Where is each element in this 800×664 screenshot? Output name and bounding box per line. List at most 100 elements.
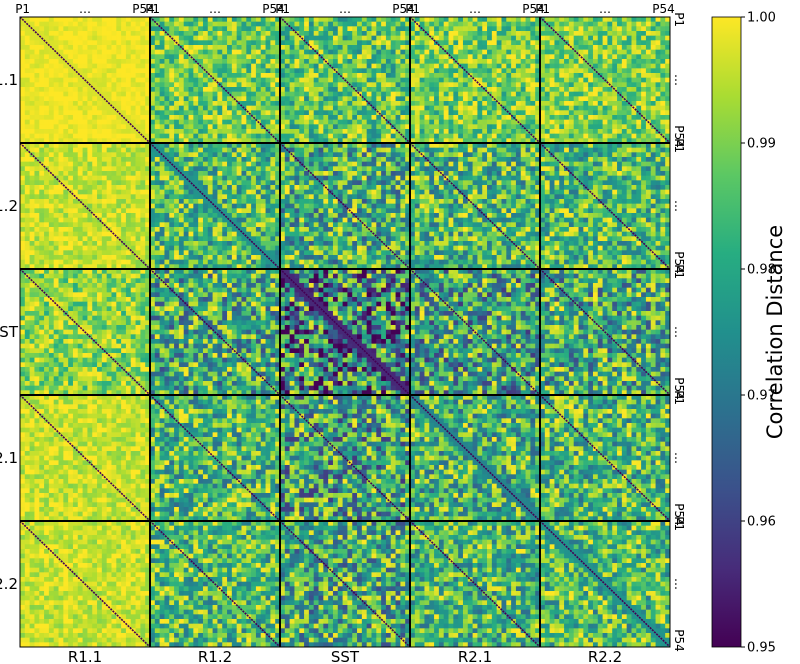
heatmap-cell [77, 203, 83, 209]
heatmap-cell [212, 26, 218, 32]
heatmap-cell [82, 17, 88, 23]
heatmap-cell [101, 241, 108, 247]
heatmap-cell [260, 77, 266, 83]
heatmap-cell [34, 31, 40, 37]
heatmap-cell [183, 227, 189, 233]
heatmap-cell [217, 17, 223, 23]
heatmap-cell [501, 82, 507, 88]
heatmap-cell [227, 21, 233, 27]
heatmap-cell [130, 157, 136, 163]
heatmap-cell [448, 35, 454, 41]
heatmap-cell [342, 63, 348, 69]
heatmap-cell [82, 180, 88, 186]
heatmap-cell [227, 73, 233, 79]
heatmap-cell [24, 119, 31, 125]
heatmap-cell [357, 105, 363, 111]
heatmap-cell [48, 231, 55, 237]
heatmap-cell [308, 40, 315, 46]
heatmap-cell [371, 110, 377, 116]
heatmap-cell [462, 138, 469, 144]
heatmap-cell [24, 35, 31, 41]
heatmap-cell [207, 203, 213, 209]
heatmap-cell [342, 26, 348, 32]
heatmap-cell [597, 49, 603, 55]
heatmap-cell [231, 59, 238, 65]
heatmap-cell [130, 77, 136, 83]
heatmap-cell [400, 63, 406, 69]
heatmap-cell [472, 101, 478, 107]
heatmap-cell [53, 77, 59, 83]
heatmap-cell [405, 91, 411, 97]
heatmap-cell [255, 40, 262, 46]
heatmap-cell [525, 21, 531, 27]
heatmap-cell [583, 26, 589, 32]
heatmap-cell [496, 40, 502, 46]
heatmap-cell [236, 129, 242, 135]
heatmap-cell [318, 101, 324, 107]
heatmap-cell [212, 49, 218, 55]
heatmap-cell [318, 115, 324, 121]
heatmap-cell [636, 105, 642, 111]
heatmap-cell [193, 17, 199, 23]
heatmap-cell [154, 31, 161, 37]
heatmap-cell [294, 105, 300, 111]
heatmap-cell [308, 17, 315, 23]
heatmap-cell [554, 17, 560, 23]
heatmap-cell [121, 189, 127, 195]
heatmap-cell [602, 45, 608, 51]
heatmap-cell [337, 68, 343, 74]
heatmap-cell [313, 35, 319, 41]
heatmap-cell [164, 152, 170, 158]
heatmap-cell [164, 245, 170, 251]
heatmap-cell [58, 129, 64, 135]
heatmap-cell [111, 241, 117, 247]
heatmap-cell [207, 129, 213, 135]
heatmap-cell [260, 203, 266, 209]
heatmap-cell [174, 217, 180, 223]
heatmap-cell [135, 105, 141, 111]
heatmap-cell [39, 250, 45, 256]
heatmap-cell [332, 54, 339, 60]
heatmap-cell [592, 119, 599, 125]
heatmap-cell [462, 77, 469, 83]
heatmap-cell [395, 110, 401, 116]
heatmap-cell [135, 45, 141, 51]
heatmap-cell [92, 245, 98, 251]
heatmap-cell [207, 110, 213, 116]
heatmap-cell [631, 54, 637, 60]
heatmap-cell [97, 203, 103, 209]
heatmap-cell [101, 166, 108, 172]
heatmap-cell [438, 21, 445, 27]
heatmap-cell [178, 26, 185, 32]
heatmap-cell [564, 68, 570, 74]
heatmap-cell [573, 73, 579, 79]
heatmap-cell [390, 101, 396, 107]
heatmap-cell [217, 54, 223, 60]
heatmap-cell [549, 17, 555, 23]
heatmap-cell [405, 21, 411, 27]
heatmap-cell [48, 250, 55, 256]
heatmap-cell [154, 236, 161, 242]
heatmap-cell [438, 59, 445, 65]
heatmap-cell [511, 82, 517, 88]
heatmap-cell [178, 115, 185, 121]
heatmap-cell [337, 119, 343, 125]
heatmap-cell [111, 110, 117, 116]
heatmap-cell [97, 208, 103, 214]
heatmap-cell [573, 68, 579, 74]
heatmap-cell [63, 203, 69, 209]
heatmap-cell [544, 63, 551, 69]
heatmap-cell [559, 110, 565, 116]
heatmap-cell [544, 59, 551, 65]
heatmap-cell [323, 73, 329, 79]
heatmap-cell [121, 213, 127, 219]
heatmap-cell [111, 49, 117, 55]
heatmap-cell [159, 194, 165, 200]
heatmap-cell [352, 124, 358, 130]
heatmap-cell [164, 49, 170, 55]
heatmap-cell [328, 40, 334, 46]
heatmap-cell [101, 17, 108, 23]
heatmap-cell [202, 161, 209, 167]
heatmap-cell [366, 82, 372, 88]
heatmap-cell [178, 203, 185, 209]
